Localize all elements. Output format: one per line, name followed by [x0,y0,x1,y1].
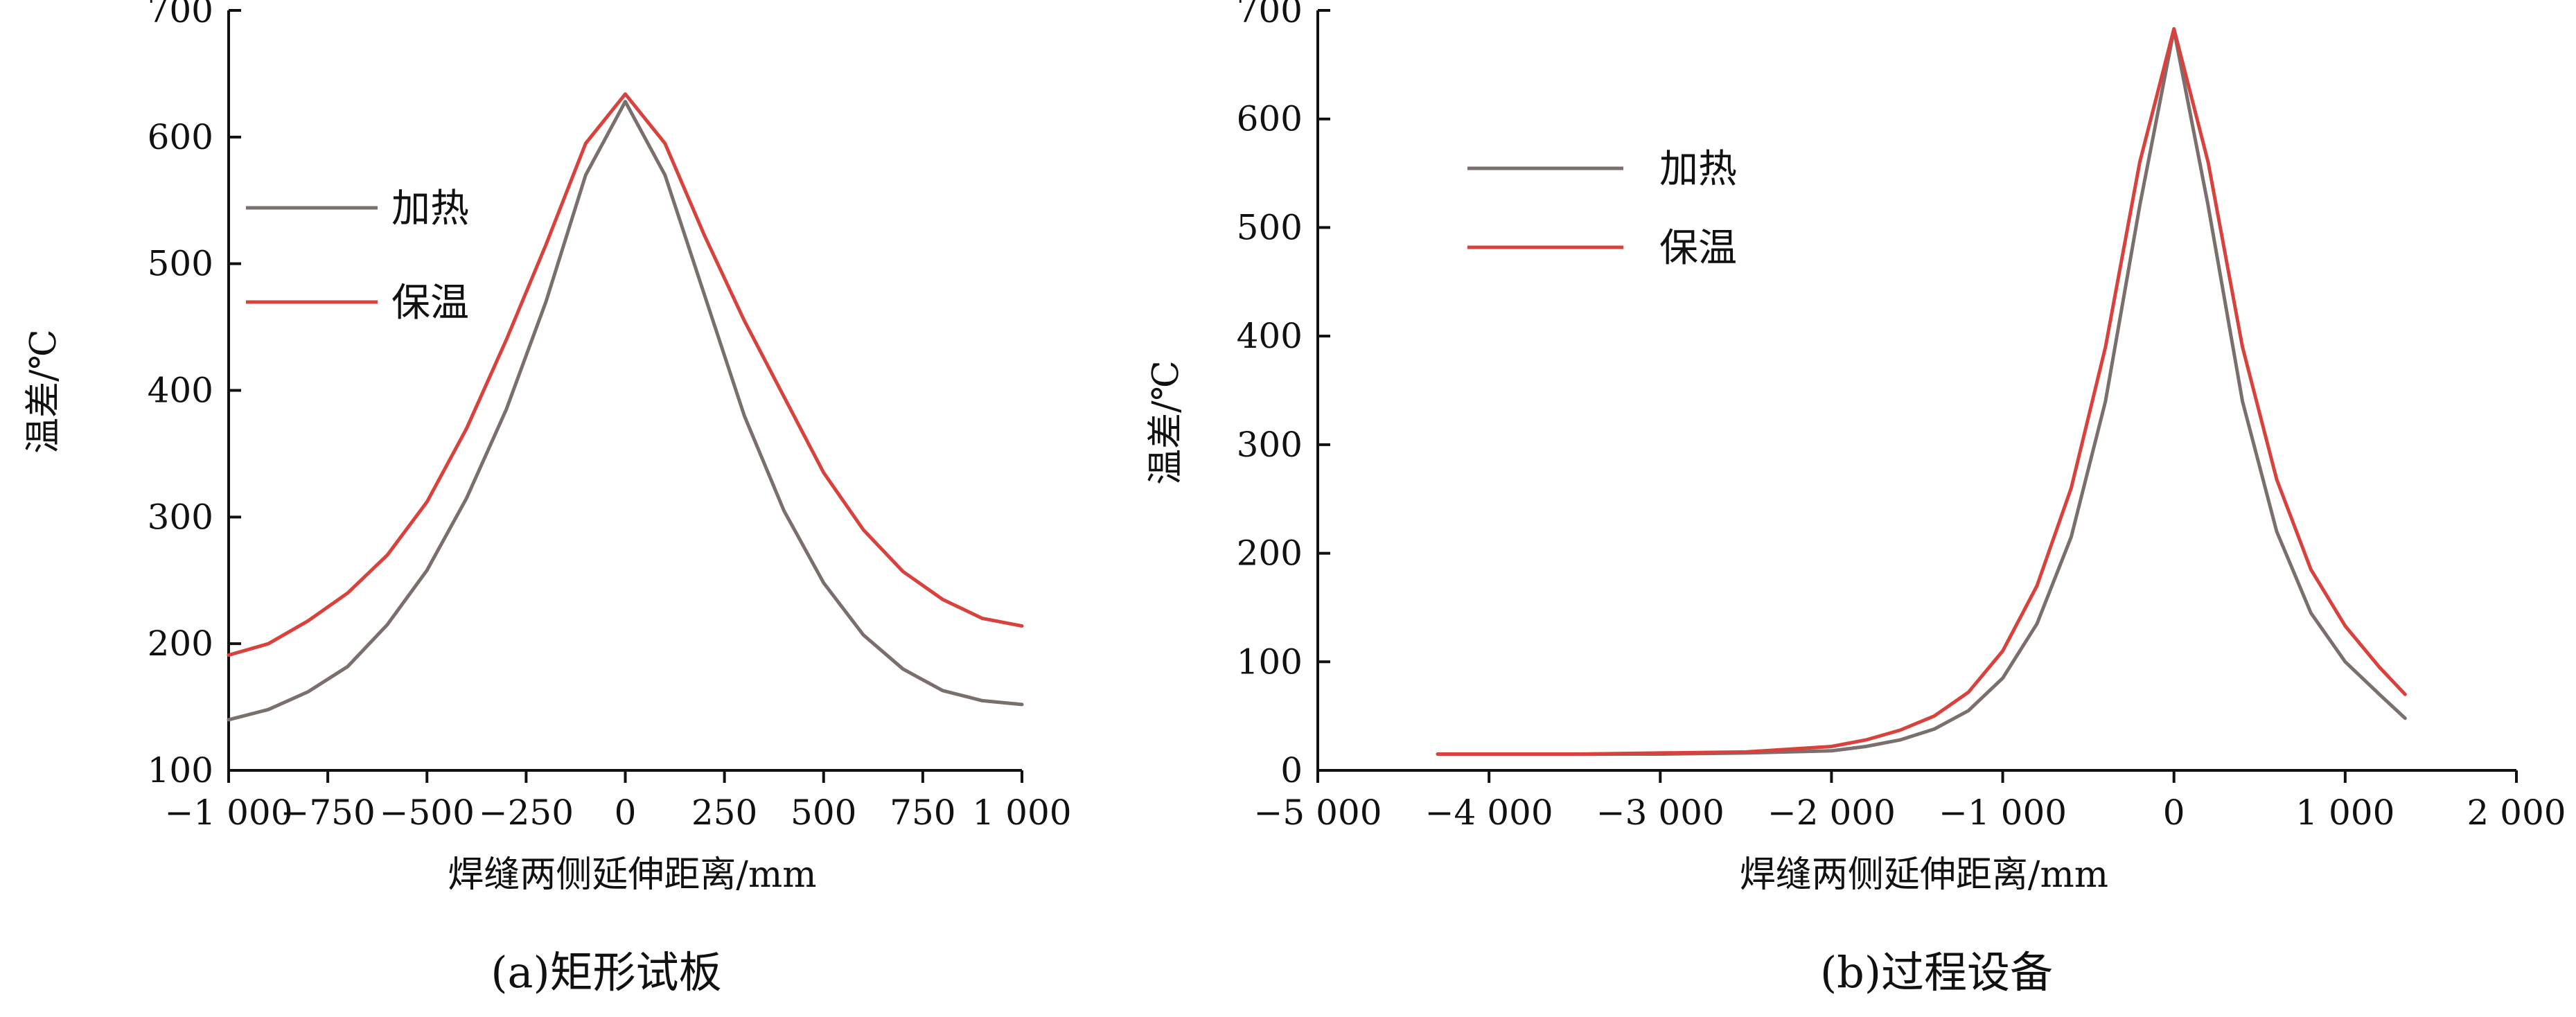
legend-label-holding: 保温 [1659,226,1737,271]
panel-caption: (b)过程设备 [1820,947,2053,998]
x-tick-label: −1 000 [1939,793,2067,833]
y-axis-title: 温差/℃ [1145,360,1187,485]
chart-panel-b: −5 000 −4 000 −3 000 −2 000 −1 000 0 1 000 2 00… [1145,0,2566,998]
x-tick-label: −4 000 [1425,793,1553,833]
y-tick-label: 600 [1237,99,1303,139]
x-axis-title: 焊缝两侧延伸距离/mm [1740,854,2108,896]
series-line-holding [1436,27,2407,756]
legend-label-holding: 保温 [391,281,469,326]
x-tick-label: −250 [479,793,574,833]
x-tick-label: 250 [691,793,757,833]
y-tick-label: 400 [148,371,213,411]
series-line-heating [227,100,1024,722]
y-tick-label: 600 [148,117,213,157]
x-tick-label: −2 000 [1767,793,1896,833]
x-tick-label: −750 [280,793,375,833]
y-tick-label: 0 [1280,750,1303,790]
y-tick-label: 400 [1237,316,1303,356]
series-line-heating [1436,28,2407,756]
x-tick-label: −3 000 [1596,793,1724,833]
x-tick-label: 500 [791,793,856,833]
y-tick-label: 200 [148,624,213,664]
chart-panel-a: −1 000−750 −500 −250 0 250 500 750 1 000 100 200 3… [23,0,1072,998]
x-tick-label: 1 000 [2295,793,2394,833]
x-tick-label: 1 000 [972,793,1071,833]
y-tick-label: 300 [1237,425,1303,465]
y-tick-label: 500 [1237,207,1303,247]
x-tick-label: 0 [615,793,637,833]
y-tick-label: 500 [148,244,213,284]
y-tick-label: 700 [1237,0,1303,30]
x-tick-label: 0 [2163,793,2185,833]
y-tick-label: 200 [1237,533,1303,574]
y-tick-label: 100 [148,750,213,790]
x-tick-label: −5 000 [1253,793,1382,833]
y-tick-label: 700 [148,0,213,30]
y-tick-label: 300 [148,497,213,537]
legend-label-heating: 加热 [1659,147,1737,192]
x-tick-label: 2 000 [2467,793,2566,833]
x-tick-label: −500 [380,793,475,833]
panel-caption: (a)矩形试板 [491,947,721,998]
x-axis-title: 焊缝两侧延伸距离/mm [448,854,816,896]
y-axis-title: 温差/℃ [23,329,64,454]
x-tick-label: −1 000 [164,793,292,833]
legend-label-heating: 加热 [391,186,469,231]
series-line-holding [227,92,1024,657]
y-tick-label: 100 [1237,642,1303,682]
x-tick-label: 750 [890,793,955,833]
